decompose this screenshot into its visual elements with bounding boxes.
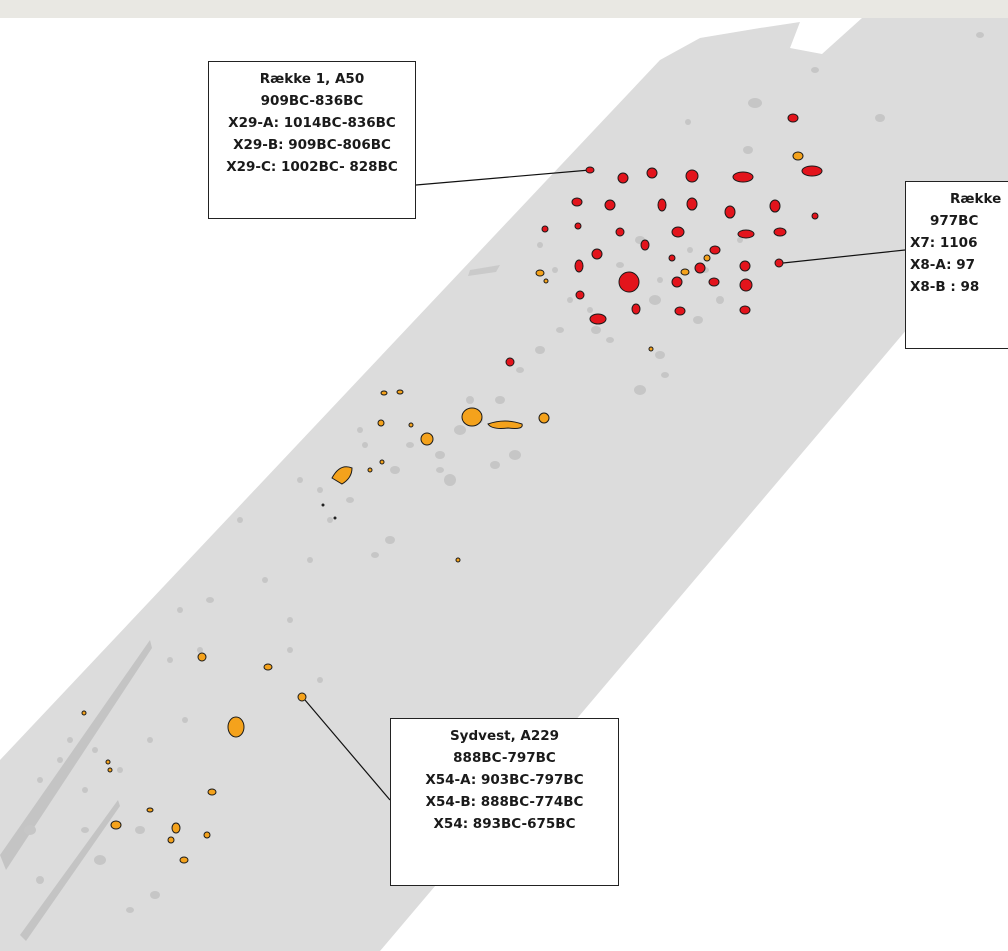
callout-line: X29-A: 1014BC-836BC [228,115,396,131]
callout-line: Sydvest, A229 [449,728,560,744]
site-plan [0,18,1008,951]
callout-line: X54-B: 888BC-774BC [425,794,584,810]
trench-streak [0,640,152,870]
excavation-map: Række 1, A50 909BC-836BC X29-A: 1014BC-8… [0,18,1008,951]
callout-line: X29-B: 909BC-806BC [233,137,391,153]
callout-sydvest-a229: Sydvest, A229 888BC-797BC X54-A: 903BC-7… [390,718,619,886]
black-dots [321,503,337,520]
callout-line: 977BC [930,213,979,229]
callout-line: X29-C: 1002BC- 828BC [226,159,398,175]
callout-line: X8-A: 97 [910,257,975,273]
excavation-strip [0,18,1008,951]
callout-line: X54-A: 903BC-797BC [425,772,584,788]
leader-line [304,699,391,801]
red-features [505,113,823,367]
callout-raekke1-a50: Række 1, A50 909BC-836BC X29-A: 1014BC-8… [208,61,416,219]
callout-line: Række [950,191,1002,207]
callout-line: 909BC-836BC [260,93,364,109]
callout-line: X8-B : 98 [910,279,980,295]
orange-features [81,151,804,864]
callout-line: X7: 1106 [910,235,978,251]
trench-streak [20,800,120,941]
callout-raekke-right: Række 977BC X7: 1106 X8-A: 97 X8-B : 98 [905,181,1008,349]
callout-line: Række 1, A50 [259,71,365,87]
gray-features [24,32,984,913]
callout-line: X54: 893BC-675BC [433,816,576,832]
callout-line: 888BC-797BC [453,750,556,766]
trench-streak [468,265,500,276]
leader-line [415,169,591,186]
leader-line [782,249,906,264]
